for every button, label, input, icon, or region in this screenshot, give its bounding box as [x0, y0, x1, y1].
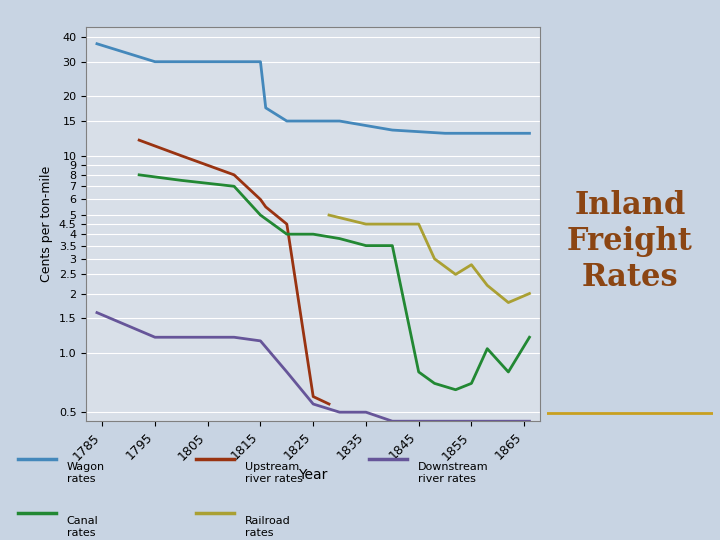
- Text: Wagon
rates: Wagon rates: [66, 462, 104, 484]
- Text: Upstream
river rates: Upstream river rates: [245, 462, 302, 484]
- Y-axis label: Cents per ton-mile: Cents per ton-mile: [40, 166, 53, 282]
- X-axis label: Year: Year: [299, 468, 328, 482]
- Text: Railroad
rates: Railroad rates: [245, 516, 291, 538]
- Text: Downstream
river rates: Downstream river rates: [418, 462, 488, 484]
- Text: Canal
rates: Canal rates: [66, 516, 99, 538]
- Text: Inland
Freight
Rates: Inland Freight Rates: [567, 190, 693, 293]
